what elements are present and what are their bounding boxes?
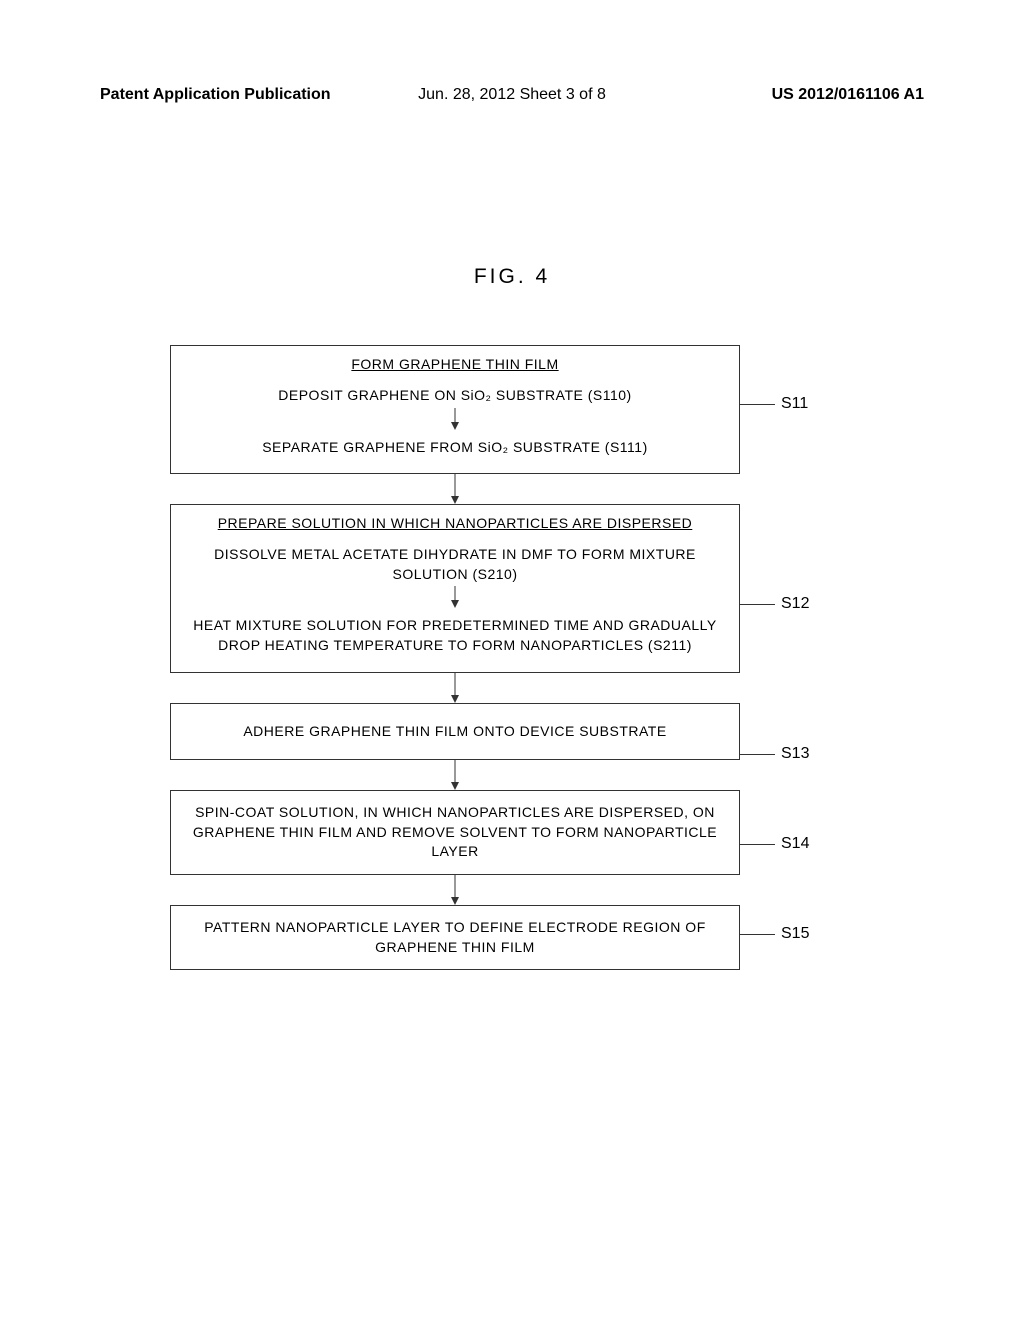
header-center: Jun. 28, 2012 Sheet 3 of 8 [418, 86, 606, 104]
box-s12-sub1: DISSOLVE METAL ACETATE DIHYDRATE IN DMF … [183, 545, 727, 584]
box-s11-sub2: SEPARATE GRAPHENE FROM SiO₂ SUBSTRATE (S… [183, 438, 727, 458]
flowchart-box-s11: FORM GRAPHENE THIN FILM DEPOSIT GRAPHENE… [170, 345, 740, 474]
document-header: Patent Application Publication Jun. 28, … [0, 86, 1024, 104]
arrow-icon [170, 474, 740, 504]
box-s13-text: ADHERE GRAPHENE THIN FILM ONTO DEVICE SU… [183, 722, 727, 742]
header-left: Patent Application Publication [100, 86, 331, 104]
box-s11-title: FORM GRAPHENE THIN FILM [183, 356, 727, 372]
step-label-text: S15 [781, 925, 809, 943]
connector-line [740, 934, 775, 935]
header-right: US 2012/0161106 A1 [772, 86, 924, 104]
arrow-icon [183, 586, 727, 608]
arrow-icon [170, 673, 740, 703]
step-label-text: S13 [781, 745, 809, 763]
box-s12-title: PREPARE SOLUTION IN WHICH NANOPARTICLES … [183, 515, 727, 531]
box-s11-sub1: DEPOSIT GRAPHENE ON SiO₂ SUBSTRATE (S110… [183, 386, 727, 406]
connector-line [740, 404, 775, 405]
step-label-s15: S15 [740, 925, 809, 943]
flowchart-box-s12: PREPARE SOLUTION IN WHICH NANOPARTICLES … [170, 504, 740, 672]
flowchart-box-s13: ADHERE GRAPHENE THIN FILM ONTO DEVICE SU… [170, 703, 740, 761]
step-label-text: S11 [781, 395, 808, 413]
arrow-icon [170, 760, 740, 790]
box-s14-text: SPIN-COAT SOLUTION, IN WHICH NANOPARTICL… [183, 803, 727, 862]
arrow-icon [183, 408, 727, 430]
connector-line [740, 754, 775, 755]
step-label-s13: S13 [740, 745, 809, 763]
step-label-s14: S14 [740, 835, 809, 853]
step-label-s12: S12 [740, 595, 809, 613]
box-s15-text: PATTERN NANOPARTICLE LAYER TO DEFINE ELE… [183, 918, 727, 957]
figure-label: FIG. 4 [474, 265, 550, 289]
arrow-icon [170, 875, 740, 905]
box-s12-sub2: HEAT MIXTURE SOLUTION FOR PREDETERMINED … [183, 616, 727, 655]
flowchart-box-s14: SPIN-COAT SOLUTION, IN WHICH NANOPARTICL… [170, 790, 740, 875]
step-label-text: S14 [781, 835, 809, 853]
connector-line [740, 844, 775, 845]
step-label-s11: S11 [740, 395, 808, 413]
step-label-text: S12 [781, 595, 809, 613]
connector-line [740, 604, 775, 605]
flowchart-box-s15: PATTERN NANOPARTICLE LAYER TO DEFINE ELE… [170, 905, 740, 970]
flowchart: FORM GRAPHENE THIN FILM DEPOSIT GRAPHENE… [170, 345, 740, 970]
